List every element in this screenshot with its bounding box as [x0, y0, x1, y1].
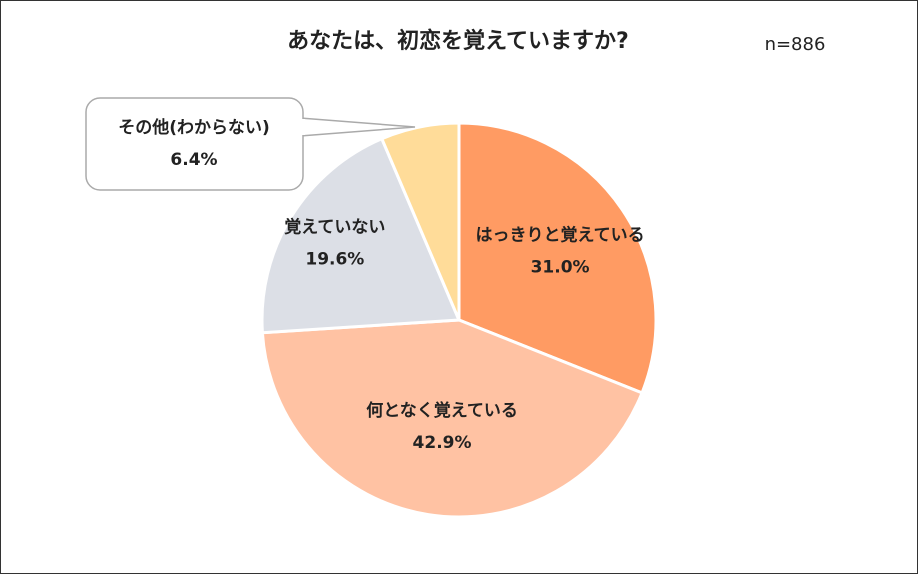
pie	[260, 121, 658, 519]
pie-slice	[379, 121, 461, 321]
chart-title: あなたは、初恋を覚えていますか?	[287, 28, 629, 54]
slice-label: その他(わからない)	[118, 117, 270, 138]
slice-label: はっきりと覚えている	[476, 224, 645, 245]
pie-slice	[457, 121, 658, 395]
callout-pointer	[299, 117, 416, 137]
slice-value: 42.9%	[413, 433, 472, 453]
slice-value: 19.6%	[305, 250, 364, 270]
sample-size: n=886	[765, 34, 826, 55]
callout-box	[85, 97, 304, 191]
callout-joint	[296, 119, 305, 135]
slice-label: 何となく覚えている	[366, 400, 518, 421]
slice-value: 31.0%	[531, 257, 590, 277]
labels: はっきりと覚えている 31.0% 何となく覚えている 42.9% 覚えていない 19.6%…	[118, 117, 644, 453]
pie-slice	[260, 136, 462, 335]
slice-value: 6.4%	[170, 150, 217, 170]
slice-label: 覚えていない	[284, 217, 385, 238]
pie-slice	[260, 318, 644, 519]
